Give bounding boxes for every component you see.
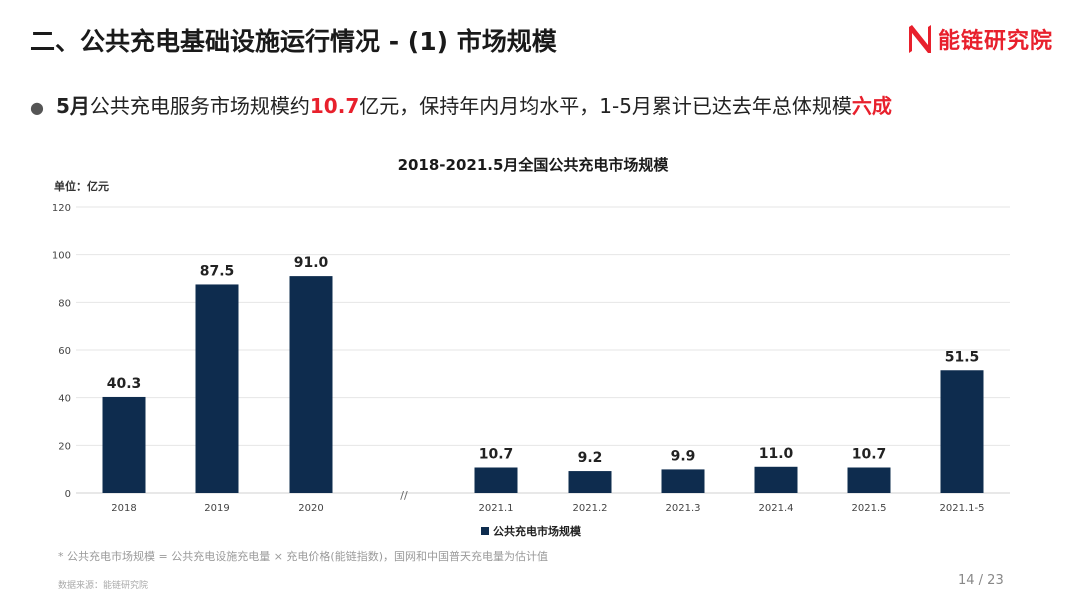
page-number: 14 / 23 bbox=[958, 573, 1004, 588]
data-label: 91.0 bbox=[294, 255, 329, 271]
x-tick-label: 2018 bbox=[111, 503, 136, 514]
data-label: 10.7 bbox=[852, 446, 887, 462]
data-source: 数据来源：能链研究院 bbox=[58, 581, 149, 591]
x-axis-ticks: 2018 2019 2020 2021.1 2021.2 2021.3 2021.4 2021… bbox=[111, 503, 984, 514]
data-label: 51.5 bbox=[945, 349, 980, 365]
data-label: 40.3 bbox=[107, 376, 142, 392]
y-tick-label: 40 bbox=[58, 394, 71, 405]
y-tick-label: 20 bbox=[58, 441, 71, 452]
chart-title: 2018-2021.5月全国公共充电市场规模 bbox=[398, 156, 670, 174]
data-label: 9.2 bbox=[578, 450, 603, 466]
data-label: 87.5 bbox=[200, 263, 235, 279]
chart-unit-label: 单位：亿元 bbox=[54, 179, 109, 193]
bar bbox=[940, 370, 984, 493]
summary-bullet: ● 5月 公共充电服务市场规模约 10.7 亿元，保持年内月均水平，1-5月累计… bbox=[30, 90, 892, 119]
bullet-text-1: 公共充电服务市场规模约 bbox=[89, 94, 310, 118]
x-tick-label: 2021.2 bbox=[573, 503, 608, 514]
bar bbox=[754, 466, 798, 493]
y-axis-ticks: 0 20 40 60 80 100 120 bbox=[52, 203, 71, 500]
y-tick-label: 80 bbox=[58, 298, 71, 309]
data-label: 9.9 bbox=[671, 448, 696, 464]
chart-legend: 公共充电市场规模 bbox=[481, 524, 582, 538]
chart-data-labels: 40.3 87.5 91.0 10.7 9.2 9.9 11.0 10.7 51.5 bbox=[107, 255, 980, 466]
legend-swatch bbox=[481, 527, 489, 535]
legend-label: 公共充电市场规模 bbox=[493, 524, 582, 538]
logo-n-icon bbox=[909, 25, 931, 53]
bar bbox=[661, 469, 705, 493]
data-label: 11.0 bbox=[759, 446, 794, 462]
bullet-dot-icon: ● bbox=[30, 98, 44, 117]
y-tick-label: 60 bbox=[58, 346, 71, 357]
x-tick-label: 2020 bbox=[298, 503, 323, 514]
y-tick-label: 0 bbox=[65, 489, 71, 500]
logo-text: 能链研究院 bbox=[938, 29, 1054, 54]
bar bbox=[195, 284, 239, 493]
bar bbox=[847, 467, 891, 493]
x-tick-label: 2021.1 bbox=[479, 503, 514, 514]
bar bbox=[568, 471, 612, 493]
chart-bars bbox=[102, 276, 984, 493]
bar bbox=[289, 276, 333, 493]
bullet-text-2: 亿元，保持年内月均水平，1-5月累计已达去年总体规模 bbox=[359, 94, 852, 118]
bullet-month: 5月 bbox=[55, 94, 90, 118]
y-tick-label: 100 bbox=[52, 251, 71, 262]
brand-logo: 能链研究院 bbox=[906, 22, 1053, 56]
y-tick-label: 120 bbox=[52, 203, 71, 214]
bar bbox=[474, 467, 518, 493]
footnote: * 公共充电市场规模 = 公共充电设施充电量 × 充电价格(能链指数)，国网和中… bbox=[58, 550, 548, 563]
x-tick-label: 2021.1-5 bbox=[940, 503, 985, 514]
slide-title: 二、公共充电基础设施运行情况 - (1) 市场规模 bbox=[30, 27, 557, 56]
x-tick-label: 2021.3 bbox=[666, 503, 701, 514]
bullet-value: 10.7 bbox=[309, 94, 360, 118]
axis-break-mark: // bbox=[400, 489, 408, 502]
data-label: 10.7 bbox=[479, 446, 514, 462]
x-tick-label: 2021.5 bbox=[852, 503, 887, 514]
x-tick-label: 2021.4 bbox=[759, 503, 794, 514]
bar bbox=[102, 396, 146, 493]
bar-chart: 0 20 40 60 80 100 120 40.3 87.5 91.0 10.7 9.2 9.9 11… bbox=[52, 156, 1010, 538]
bullet-highlight: 六成 bbox=[851, 94, 892, 118]
x-tick-label: 2019 bbox=[204, 503, 229, 514]
